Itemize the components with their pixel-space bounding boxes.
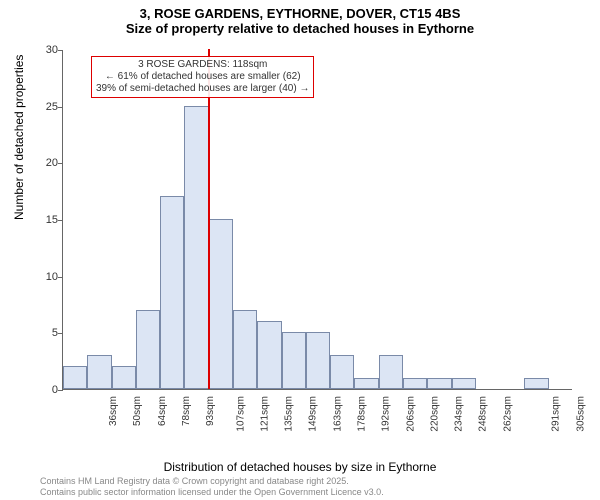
x-tick-label: 234sqm: [454, 396, 465, 432]
footer-line1: Contains HM Land Registry data © Crown c…: [40, 476, 384, 487]
footer-attribution: Contains HM Land Registry data © Crown c…: [40, 476, 384, 498]
x-tick-label: 64sqm: [157, 396, 168, 426]
histogram-bar: [209, 219, 233, 389]
histogram-bar: [524, 378, 548, 389]
y-tick-label: 20: [18, 157, 58, 169]
x-tick-label: 149sqm: [308, 396, 319, 432]
x-tick-label: 305sqm: [575, 396, 586, 432]
histogram-bar: [87, 355, 111, 389]
x-tick-label: 50sqm: [132, 396, 143, 426]
x-tick-label: 178sqm: [357, 396, 368, 432]
y-tick-mark: [58, 50, 63, 51]
histogram-bar: [160, 196, 184, 389]
histogram-bar: [452, 378, 476, 389]
page-title-line1: 3, ROSE GARDENS, EYTHORNE, DOVER, CT15 4…: [0, 6, 600, 21]
annotation-line: 39% of semi-detached houses are larger (…: [96, 83, 309, 95]
x-tick-label: 78sqm: [181, 396, 192, 426]
y-axis-label: Number of detached properties: [12, 55, 26, 220]
histogram-bar: [403, 378, 427, 389]
y-tick-mark: [58, 107, 63, 108]
y-tick-mark: [58, 390, 63, 391]
y-tick-mark: [58, 333, 63, 334]
x-tick-label: 262sqm: [502, 396, 513, 432]
histogram-bar: [184, 106, 208, 389]
histogram-bar: [427, 378, 451, 389]
x-tick-label: 135sqm: [284, 396, 295, 432]
y-tick-mark: [58, 163, 63, 164]
y-tick-mark: [58, 220, 63, 221]
annotation-line: ← 61% of detached houses are smaller (62…: [96, 71, 309, 83]
x-tick-label: 107sqm: [235, 396, 246, 432]
histogram-bar: [282, 332, 306, 389]
page-title-line2: Size of property relative to detached ho…: [0, 21, 600, 36]
histogram-plot: 05101520253036sqm50sqm64sqm78sqm93sqm107…: [62, 50, 572, 390]
y-tick-mark: [58, 277, 63, 278]
x-axis-label: Distribution of detached houses by size …: [0, 460, 600, 474]
footer-line2: Contains public sector information licen…: [40, 487, 384, 498]
chart-area: 05101520253036sqm50sqm64sqm78sqm93sqm107…: [62, 50, 572, 420]
annotation-line: 3 ROSE GARDENS: 118sqm: [96, 59, 309, 71]
histogram-bar: [112, 366, 136, 389]
histogram-bar: [233, 310, 257, 389]
histogram-bar: [354, 378, 378, 389]
reference-line: [208, 49, 210, 389]
x-tick-label: 36sqm: [108, 396, 119, 426]
x-tick-label: 206sqm: [405, 396, 416, 432]
y-tick-label: 0: [18, 384, 58, 396]
y-tick-label: 5: [18, 327, 58, 339]
x-tick-label: 93sqm: [205, 396, 216, 426]
x-tick-label: 220sqm: [429, 396, 440, 432]
y-tick-label: 15: [18, 214, 58, 226]
histogram-bar: [306, 332, 330, 389]
annotation-box: 3 ROSE GARDENS: 118sqm← 61% of detached …: [91, 56, 314, 98]
histogram-bar: [379, 355, 403, 389]
y-tick-label: 30: [18, 44, 58, 56]
histogram-bar: [257, 321, 281, 389]
x-tick-label: 291sqm: [551, 396, 562, 432]
x-tick-label: 248sqm: [478, 396, 489, 432]
y-tick-label: 25: [18, 101, 58, 113]
y-tick-label: 10: [18, 271, 58, 283]
histogram-bar: [330, 355, 354, 389]
x-tick-label: 192sqm: [381, 396, 392, 432]
x-tick-label: 121sqm: [259, 396, 270, 432]
histogram-bar: [136, 310, 160, 389]
x-tick-label: 163sqm: [332, 396, 343, 432]
histogram-bar: [63, 366, 87, 389]
